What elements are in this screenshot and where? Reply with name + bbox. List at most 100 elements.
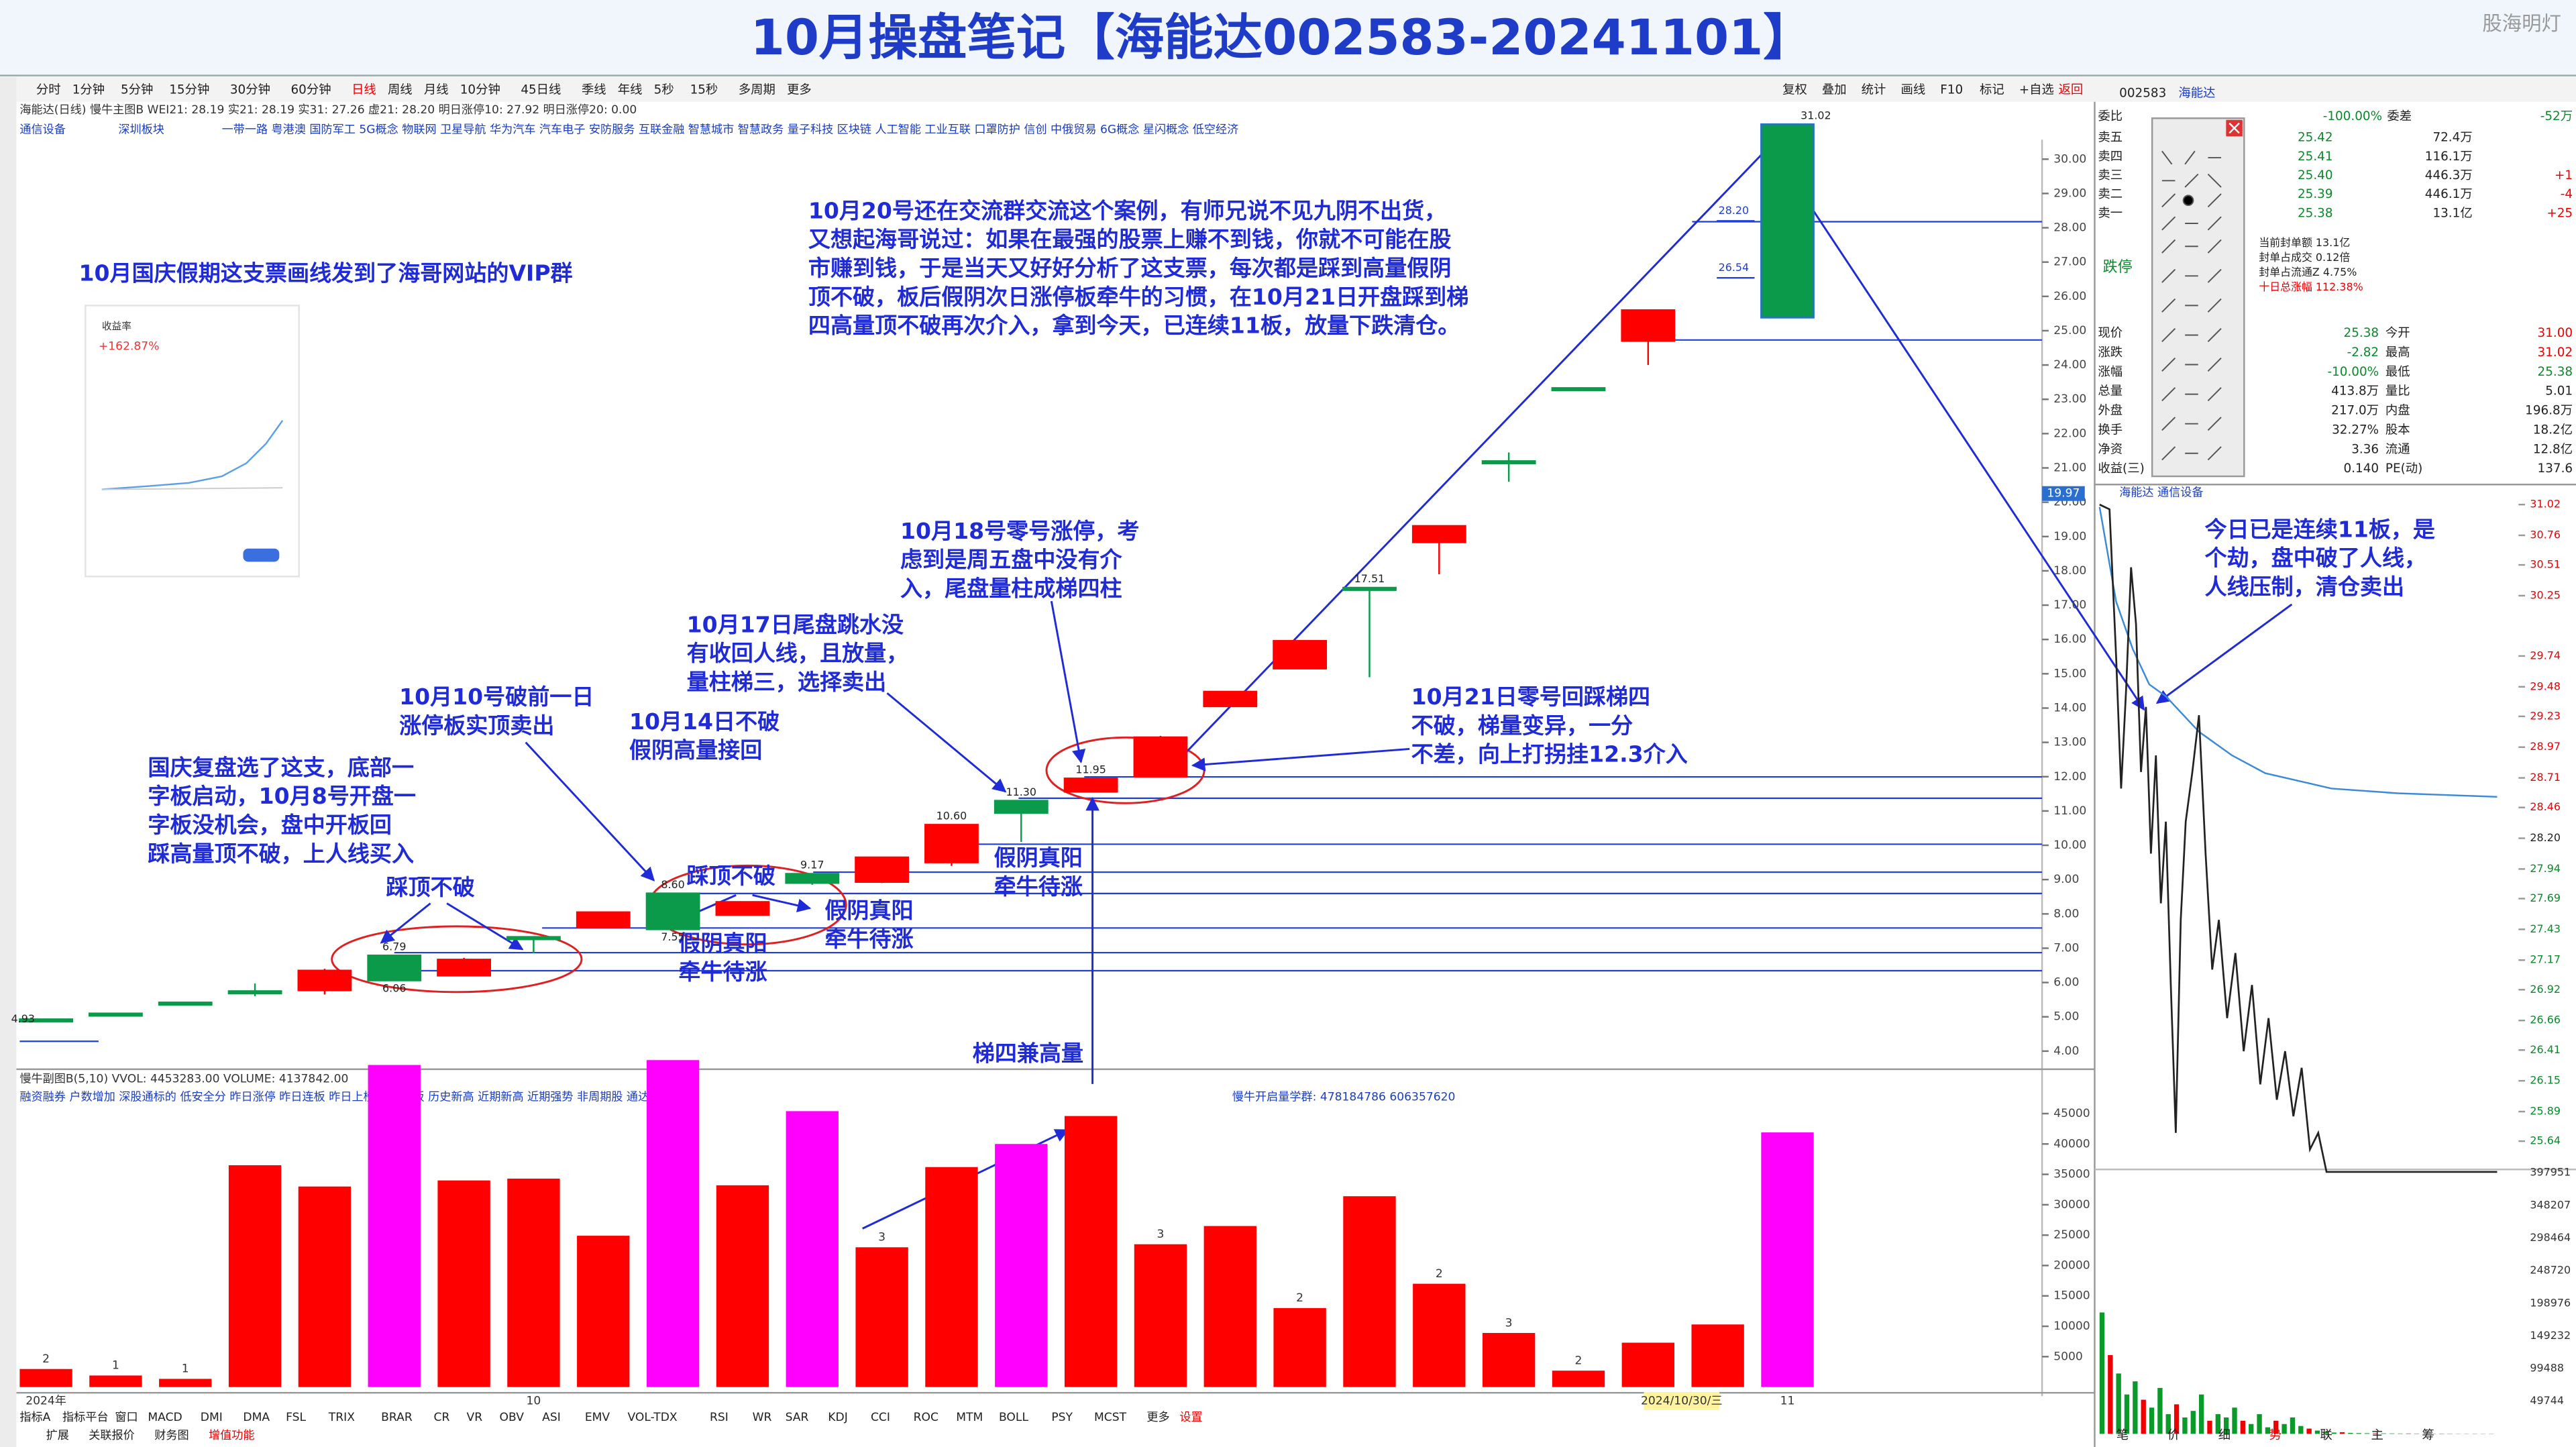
- indicator-tab[interactable]: 更多: [1146, 1411, 1169, 1424]
- intraday-tick-label: 26.92: [2530, 983, 2561, 996]
- intraday-tab[interactable]: 联: [2320, 1428, 2332, 1442]
- indicator-tab[interactable]: CR: [434, 1411, 450, 1424]
- quote-cell: 25.40: [2298, 168, 2333, 182]
- period-tab[interactable]: 15分钟: [169, 83, 209, 97]
- quote-cell: 32.27%: [2332, 423, 2379, 437]
- intraday-tab[interactable]: 筹: [2422, 1428, 2434, 1442]
- period-tab[interactable]: 月线: [424, 83, 449, 97]
- indicator-tab[interactable]: OBV: [499, 1411, 524, 1424]
- indicator-tab[interactable]: DMI: [201, 1411, 223, 1424]
- volume-tick-label: 30000: [2053, 1198, 2090, 1212]
- annotation: 踩顶不破: [687, 863, 775, 889]
- intraday-volume-bar: [2133, 1381, 2138, 1434]
- y-tick-label: 24.00: [2053, 358, 2086, 372]
- quote-cell: 最高: [2385, 345, 2410, 360]
- indicator-tab[interactable]: BRAR: [381, 1411, 413, 1424]
- indicator-tab[interactable]: EMV: [585, 1411, 610, 1424]
- drawing-toolbox[interactable]: [2151, 117, 2245, 478]
- indicator-tab[interactable]: DMA: [243, 1411, 270, 1424]
- period-tab[interactable]: 日线: [352, 83, 376, 97]
- period-tab[interactable]: 年线: [618, 83, 643, 97]
- candle-body: [89, 1012, 143, 1017]
- indicator-tab[interactable]: ROC: [914, 1411, 938, 1424]
- period-tab[interactable]: 5秒: [654, 83, 674, 97]
- indicator-tab[interactable]: MTM: [956, 1411, 983, 1424]
- bottom-tab[interactable]: 扩展: [46, 1429, 69, 1442]
- intraday-volume-tick-label: 348207: [2530, 1198, 2571, 1211]
- indicator-tab[interactable]: ASI: [542, 1411, 561, 1424]
- inset-baseline: [101, 487, 283, 490]
- tool-button: F10: [1940, 83, 1963, 97]
- indicator-tab[interactable]: VR: [467, 1411, 483, 1424]
- quote-cell: 卖二: [2098, 187, 2123, 201]
- quote-cell: 5.01: [2545, 384, 2573, 398]
- annotation: 踩高量顶不破，上人线买入: [148, 841, 414, 867]
- indicator-tab[interactable]: 窗口: [115, 1411, 138, 1424]
- quote-cell: 总量: [2098, 384, 2123, 398]
- candle-body: [506, 936, 561, 941]
- period-tab[interactable]: 更多: [787, 83, 812, 97]
- period-tab[interactable]: 季线: [582, 83, 606, 97]
- indicator-tab[interactable]: PSY: [1051, 1411, 1073, 1424]
- y-tick-label: 12.00: [2053, 770, 2086, 784]
- indicator-tab[interactable]: BOLL: [999, 1411, 1028, 1424]
- period-tab[interactable]: 多周期: [739, 83, 775, 97]
- intraday-tab[interactable]: 细: [2218, 1428, 2231, 1442]
- x-tick-label: 10: [527, 1394, 541, 1407]
- inset-value: +162.87%: [99, 340, 160, 354]
- period-tab[interactable]: 分时: [36, 83, 61, 97]
- indicator-tab[interactable]: FSL: [286, 1411, 306, 1424]
- tool-button: 叠加: [1822, 83, 1847, 97]
- candle-body: [1133, 736, 1188, 778]
- indicator-tab[interactable]: MCST: [1094, 1411, 1127, 1424]
- period-tab[interactable]: 1分钟: [72, 83, 105, 97]
- period-tab[interactable]: 60分钟: [290, 83, 331, 97]
- candle-body: [855, 856, 910, 883]
- volume-bar: [995, 1144, 1048, 1387]
- bottom-tab[interactable]: 关联报价: [89, 1429, 135, 1442]
- annotation: 10月14日不破: [629, 708, 780, 735]
- y-tick-label: 5.00: [2053, 1010, 2079, 1024]
- annotation: 假阴真阳: [994, 845, 1083, 871]
- period-tab[interactable]: 周线: [388, 83, 413, 97]
- intraday-tab[interactable]: 价: [2167, 1428, 2180, 1442]
- annotation: 梯四兼高量: [973, 1040, 1083, 1066]
- period-tab[interactable]: 45日线: [521, 83, 561, 97]
- intraday-volume-bar: [2116, 1373, 2121, 1434]
- y-tick-label: 16.00: [2053, 633, 2086, 646]
- period-tab[interactable]: 5分钟: [121, 83, 153, 97]
- quote-cell: 最低: [2385, 365, 2410, 379]
- intraday-tick-label: 31.02: [2530, 498, 2561, 511]
- intraday-volume-bar: [2099, 1312, 2105, 1434]
- quote-cell: 涨跌: [2098, 345, 2123, 360]
- intraday-tick-label: 30.51: [2530, 558, 2561, 571]
- bottom-tab[interactable]: 增值功能: [209, 1429, 255, 1442]
- candle-body: [437, 959, 491, 977]
- indicator-tab[interactable]: RSI: [710, 1411, 729, 1424]
- indicator-tab[interactable]: 指标平台: [62, 1411, 109, 1424]
- y-tick-label: 14.00: [2053, 701, 2086, 714]
- annotation: 10月21日零号回踩梯四: [1411, 684, 1650, 710]
- indicator-tab[interactable]: SAR: [786, 1411, 809, 1424]
- candle-body: [1481, 460, 1536, 465]
- candle-body: [297, 969, 352, 992]
- period-tab[interactable]: 10分钟: [460, 83, 500, 97]
- indicator-tab[interactable]: VOL-TDX: [628, 1411, 678, 1424]
- indicator-tab[interactable]: 设置: [1179, 1411, 1202, 1424]
- intraday-volume-bar: [2356, 1433, 2361, 1434]
- intraday-tab[interactable]: 笔: [2116, 1428, 2129, 1442]
- y-tick-label: 26.00: [2053, 290, 2086, 303]
- period-tab[interactable]: 15秒: [690, 83, 718, 97]
- indicator-tab[interactable]: WR: [753, 1411, 772, 1424]
- indicator-tab[interactable]: KDJ: [828, 1411, 847, 1424]
- indicator-tab[interactable]: MACD: [148, 1411, 182, 1424]
- indicator-tab[interactable]: TRIX: [328, 1411, 355, 1424]
- indicator-tab[interactable]: CCI: [871, 1411, 890, 1424]
- indicator-tab[interactable]: 指标A: [19, 1411, 50, 1424]
- intraday-tab[interactable]: 势: [2269, 1428, 2282, 1442]
- intraday-tab[interactable]: 主: [2371, 1428, 2383, 1442]
- bottom-tab[interactable]: 财务图: [154, 1429, 189, 1442]
- volume-bar: [1482, 1333, 1536, 1387]
- period-tab[interactable]: 30分钟: [230, 83, 270, 97]
- inset-curve: [101, 420, 284, 490]
